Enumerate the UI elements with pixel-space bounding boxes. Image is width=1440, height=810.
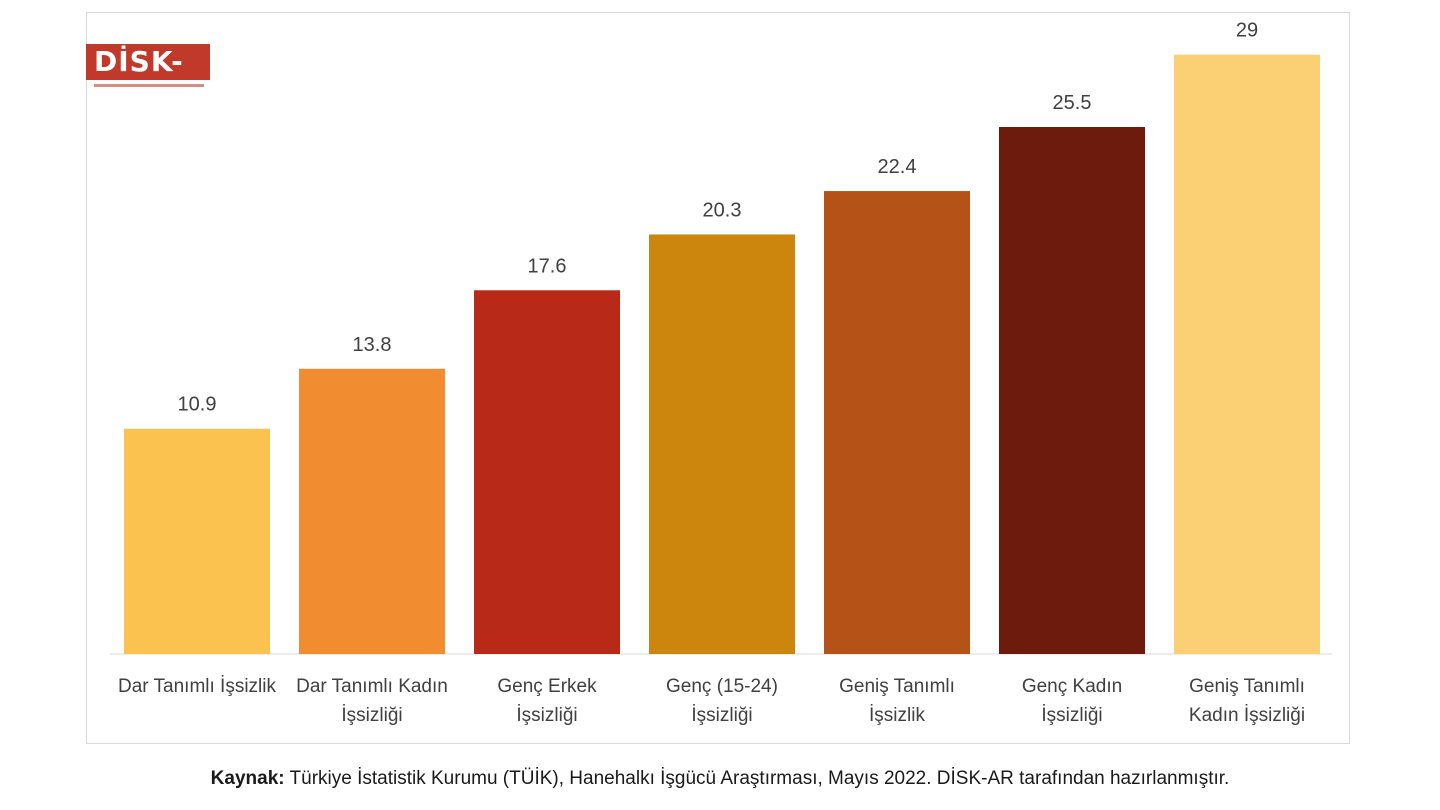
- value-label-2: 13.8: [353, 334, 392, 356]
- value-label-6: 25.5: [1053, 92, 1092, 114]
- value-label-1: 10.9: [178, 394, 217, 416]
- category-label-1-line-1: Dar Tanımlı İşsizlik: [118, 676, 277, 697]
- source-text: Türkiye İstatistik Kurumu (TÜİK), Haneha…: [289, 768, 1230, 789]
- value-label-5: 22.4: [878, 156, 917, 178]
- bar-4: [649, 234, 795, 654]
- category-label-2-line-2: İşsizliği: [341, 705, 402, 726]
- value-label-3: 17.6: [528, 255, 567, 277]
- category-label-3-line-1: Genç Erkek: [497, 676, 597, 697]
- bar-2: [299, 368, 445, 654]
- value-label-7: 29: [1236, 20, 1258, 42]
- category-label-5-line-2: İşsizlik: [869, 705, 925, 726]
- category-label-5-line-1: Geniş Tanımlı: [839, 676, 955, 697]
- category-label-6-line-1: Genç Kadın: [1022, 676, 1122, 697]
- bar-5: [824, 191, 970, 655]
- logo-tagline-bar: [94, 84, 204, 87]
- category-label-7-line-1: Geniş Tanımlı: [1189, 676, 1305, 697]
- category-label-4-line-1: Genç (15-24): [666, 676, 778, 697]
- category-label-4-line-2: İşsizliği: [691, 705, 752, 726]
- category-label-7-line-2: Kadın İşsizliği: [1189, 705, 1305, 726]
- bar-3: [474, 290, 620, 654]
- category-label-2-line-1: Dar Tanımlı Kadın: [296, 676, 448, 697]
- bar-1: [124, 428, 270, 654]
- bar-chart: 10.9 Dar Tanımlı İşsizlik 13.8 Dar Tanımlı …: [110, 20, 1332, 726]
- category-label-3-line-2: İşsizliği: [516, 705, 577, 726]
- category-label-6-line-2: İşsizliği: [1041, 705, 1102, 726]
- bar-6: [999, 127, 1145, 654]
- diskar-logo: DİSK-AR: [86, 44, 210, 114]
- source-label: Kaynak:: [210, 768, 285, 789]
- source-note: Kaynak: Türkiye İstatistik Kurumu (TÜİK)…: [0, 768, 1440, 790]
- bar-7: [1174, 54, 1320, 654]
- value-label-4: 20.3: [703, 199, 742, 221]
